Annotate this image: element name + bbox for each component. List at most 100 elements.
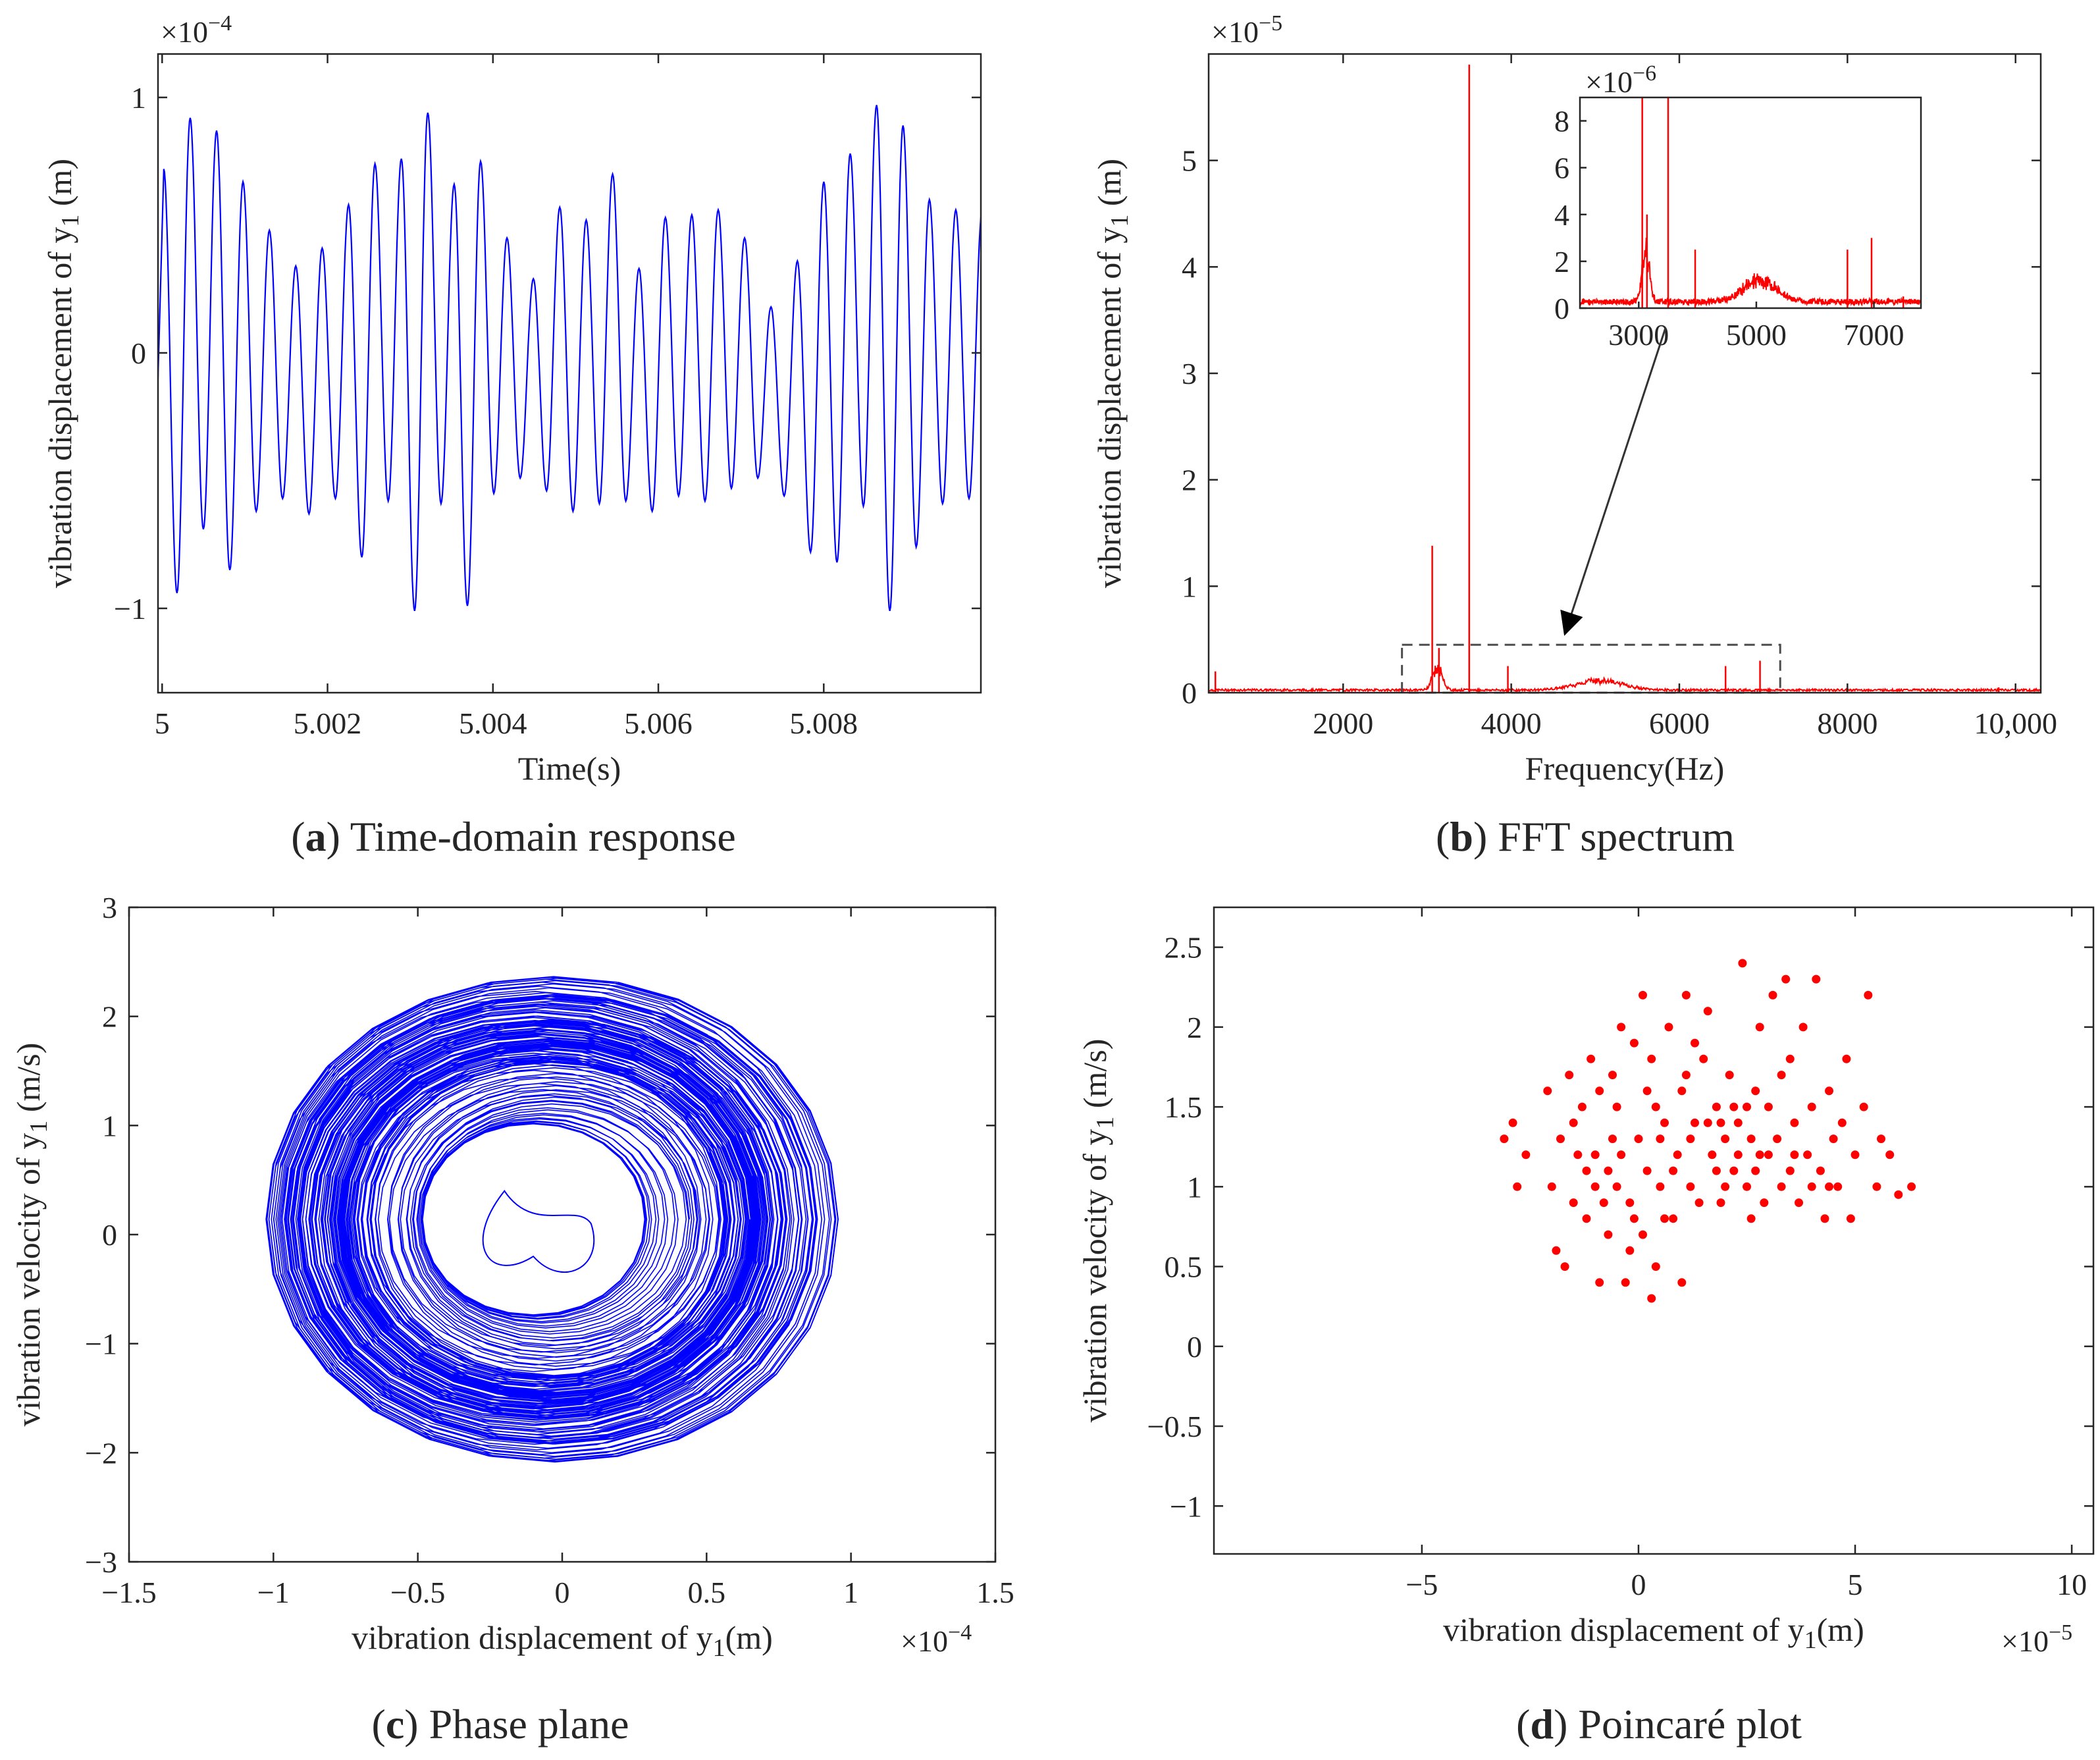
poincare-point: [1647, 1054, 1656, 1063]
poincare-point: [1664, 1023, 1673, 1032]
poincare-point: [1755, 1023, 1764, 1032]
poincare-point: [1582, 1166, 1591, 1175]
y-axis-label-subscript: 1: [1106, 215, 1134, 227]
x-tick-label: 0: [555, 1576, 570, 1609]
axis-exponent-power: −5: [2049, 1620, 2072, 1645]
inset-axis-exponent-power: −6: [1633, 61, 1656, 86]
inset-y-tick-label: 0: [1554, 292, 1569, 325]
x-axis-label-text: Frequency(Hz): [1525, 750, 1725, 787]
poincare-point: [1560, 1262, 1569, 1271]
inset-axis-exponent: ×10−6: [1585, 61, 1656, 99]
y-axis-label-text: vibration displacement of y: [41, 227, 78, 588]
poincare-point: [1755, 1150, 1764, 1160]
y-tick-label: 0: [1187, 1330, 1202, 1364]
axis-exponent-base: ×10: [901, 1624, 948, 1658]
panel-caption: (a) Time-domain response: [291, 813, 736, 860]
y-tick-label: 4: [1182, 250, 1197, 284]
poincare-point: [1764, 1150, 1773, 1160]
x-tick-label: 5.004: [459, 707, 527, 740]
x-axis-label: vibration displacement of y1(m): [352, 1619, 773, 1662]
y-tick-label: −1: [85, 1327, 117, 1361]
plot-area: [1209, 65, 2041, 693]
plot-area: [265, 976, 839, 1463]
poincare-point: [1513, 1182, 1522, 1191]
poincare-point: [1790, 1150, 1799, 1160]
poincare-point: [1629, 1214, 1639, 1223]
poincare-point: [1907, 1182, 1916, 1191]
poincare-point: [1712, 1166, 1721, 1175]
poincare-point: [1569, 1118, 1578, 1127]
poincare-point: [1743, 1102, 1751, 1111]
poincare-point: [1820, 1214, 1829, 1223]
y-tick-label: 2.5: [1165, 931, 1203, 965]
spectrum-line: [1209, 664, 2041, 693]
poincare-point: [1703, 1118, 1712, 1127]
axis-exponent-base: ×10: [2001, 1624, 2049, 1658]
inset-axis-exponent-base: ×10: [1585, 65, 1633, 99]
x-tick-label: 5.006: [624, 707, 693, 740]
x-tick-label: 2000: [1313, 707, 1373, 740]
x-tick-label: 5.008: [790, 707, 858, 740]
axes-box: [128, 906, 997, 1563]
poincare-point: [1691, 1038, 1699, 1048]
poincare-point: [1851, 1150, 1860, 1160]
y-axis-label-text: vibration velocity of y: [10, 1133, 47, 1427]
inset-background: [1580, 97, 1921, 308]
x-tick-label: 1: [843, 1576, 858, 1609]
poincare-point: [1764, 1102, 1773, 1111]
x-tick-label: 0.5: [688, 1576, 726, 1609]
y-axis-label-unit: (m): [1091, 159, 1128, 215]
poincare-point: [1656, 1182, 1665, 1191]
y-axis-label-subscript: 1: [1091, 1117, 1119, 1129]
inset-x-tick-label: 7000: [1844, 318, 1904, 352]
poincare-point: [1573, 1150, 1583, 1160]
x-axis-label: Time(s): [518, 750, 621, 787]
panel-c-phase-plane: −1.5 −1 −0.5 0 0.5 1 1.5 −3 −2 −1 0 1 2 3 vibration ve…: [10, 891, 1014, 1747]
poincare-point: [1686, 1134, 1695, 1144]
poincare-point: [1803, 1150, 1812, 1160]
poincare-point: [1604, 1166, 1613, 1175]
plot-area: [1500, 959, 1916, 1303]
poincare-point: [1686, 1182, 1695, 1191]
poincare-point: [1885, 1150, 1895, 1160]
y-axis-label-subscript: 1: [25, 1121, 53, 1133]
poincare-point: [1625, 1246, 1635, 1255]
y-tick-label: 1.5: [1165, 1090, 1203, 1124]
poincare-point: [1647, 1294, 1656, 1303]
x-tick-label: 5: [1848, 1568, 1863, 1601]
x-axis-label-text: vibration displacement of y: [352, 1619, 712, 1656]
poincare-point: [1716, 1118, 1725, 1127]
poincare-point: [1508, 1118, 1517, 1127]
poincare-point: [1617, 1023, 1626, 1032]
poincare-point: [1751, 1086, 1760, 1096]
poincare-point: [1642, 1086, 1652, 1096]
x-tick-label: −1.5: [101, 1576, 156, 1609]
x-tick-label: 6000: [1649, 707, 1710, 740]
poincare-point: [1547, 1182, 1556, 1191]
inset-plot-area: [1580, 97, 1921, 308]
zoom-arrow: [1560, 327, 1667, 636]
y-axis-label-text: vibration velocity of y: [1076, 1129, 1113, 1423]
y-tick-label: −1: [114, 592, 146, 626]
y-tick-label: −3: [85, 1545, 117, 1579]
panel-caption-letter: d: [1530, 1701, 1554, 1747]
series-line-displacement: [158, 105, 981, 612]
axes-box: [157, 53, 982, 694]
poincare-point: [1677, 1278, 1687, 1287]
poincare-point: [1660, 1214, 1669, 1223]
panel-caption-letter: a: [305, 813, 327, 860]
axis-exponent-power: −4: [208, 11, 232, 36]
phase-orbit-line: [265, 976, 839, 1463]
poincare-point: [1521, 1150, 1531, 1160]
poincare-point: [1681, 1071, 1691, 1080]
y-axis-label-subscript: 1: [57, 215, 84, 227]
panel-caption-text: FFT spectrum: [1487, 813, 1735, 860]
poincare-point: [1833, 1182, 1843, 1191]
poincare-point: [1691, 1118, 1699, 1127]
x-tick-label: 8000: [1817, 707, 1877, 740]
poincare-point: [1612, 1102, 1621, 1111]
poincare-point: [1829, 1134, 1838, 1144]
y-tick-label: 0.5: [1165, 1250, 1203, 1284]
